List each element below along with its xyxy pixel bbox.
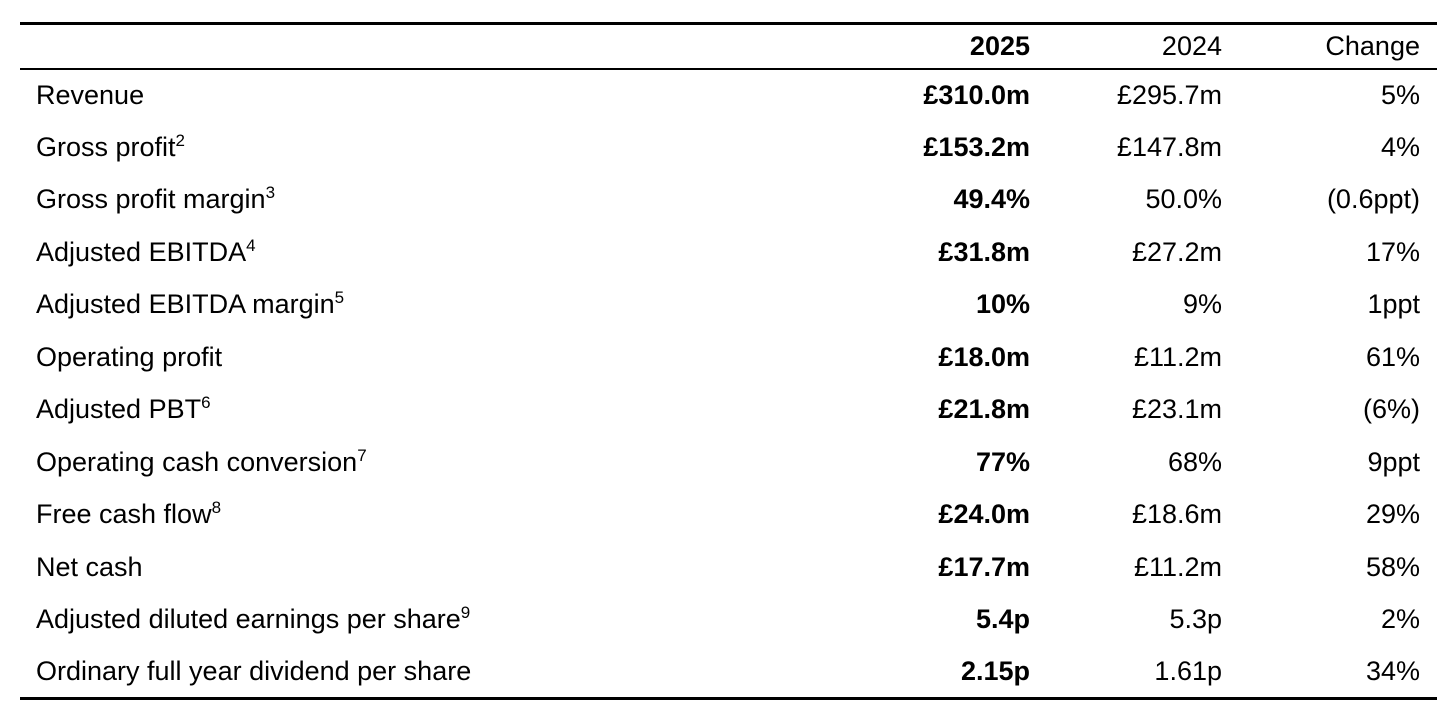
metric-label-cell: Free cash flow8 <box>20 489 840 542</box>
metric-label: Gross profit <box>36 131 176 162</box>
footnote-ref: 5 <box>334 288 345 308</box>
prior-year-value: £27.2m <box>1131 236 1222 267</box>
metric-label-cell: Adjusted EBITDA4 <box>20 226 840 279</box>
metric-label-cell: Adjusted EBITDA margin5 <box>20 279 840 332</box>
financial-results-table-container: 2025 2024 Change Revenue £310.0m £295.7m… <box>20 22 1437 700</box>
current-year-value: 10% <box>975 289 1030 320</box>
footnote-ref: 4 <box>246 235 256 255</box>
footnote-ref: 2 <box>175 130 186 150</box>
current-year-value: £17.7m <box>938 551 1030 582</box>
header-row: 2025 2024 Change <box>20 23 1437 70</box>
current-year-value: 77% <box>975 446 1030 477</box>
table-row: Operating cash conversion7 77% 68% 9ppt <box>20 436 1437 489</box>
table-row: Free cash flow8 £24.0m £18.6m 29% <box>20 489 1437 542</box>
table-row: Gross profit margin3 49.4% 50.0% (0.6ppt… <box>20 174 1437 227</box>
prior-year-value: 5.3p <box>1169 604 1222 635</box>
footnote-ref: 9 <box>460 603 471 623</box>
change-value: 58% <box>1365 551 1420 582</box>
table-row: Revenue £310.0m £295.7m 5% <box>20 69 1437 122</box>
footnote-ref: 6 <box>201 393 211 413</box>
prior-year-value: £295.7m <box>1116 79 1222 110</box>
metric-label-cell: Gross profit margin3 <box>20 174 840 227</box>
header-metric <box>20 23 840 70</box>
metric-label: Ordinary full year dividend per share <box>36 656 472 686</box>
header-year-current: 2025 <box>840 23 1030 70</box>
table-row: Adjusted diluted earnings per share9 5.4… <box>20 594 1437 647</box>
current-year-value: 2.15p <box>960 656 1030 686</box>
metric-label-cell: Operating profit <box>20 331 840 384</box>
metric-label: Revenue <box>36 79 145 110</box>
table-row: Ordinary full year dividend per share 2.… <box>20 646 1437 699</box>
metric-label-cell: Ordinary full year dividend per share <box>20 646 840 699</box>
current-year-value: £18.0m <box>938 341 1030 372</box>
current-year-value: 49.4% <box>953 184 1030 215</box>
change-value: 5% <box>1380 79 1420 110</box>
prior-year-value: £23.1m <box>1131 394 1222 425</box>
current-year-value: £21.8m <box>938 394 1030 425</box>
prior-year-value: 50.0% <box>1145 184 1222 215</box>
table-row: Operating profit £18.0m £11.2m 61% <box>20 331 1437 384</box>
metric-label-cell: Adjusted diluted earnings per share9 <box>20 594 840 647</box>
metric-label: Net cash <box>36 551 143 582</box>
metric-label: Free cash flow <box>36 499 212 530</box>
metric-label-cell: Operating cash conversion7 <box>20 436 840 489</box>
current-year-value: 5.4p <box>975 604 1030 635</box>
change-value: 34% <box>1365 656 1420 686</box>
table-row: Net cash £17.7m £11.2m 58% <box>20 541 1437 594</box>
change-value: 9ppt <box>1367 446 1420 477</box>
footnote-ref: 8 <box>211 498 222 518</box>
change-value: (0.6ppt) <box>1326 184 1420 215</box>
change-value: 4% <box>1380 131 1420 162</box>
metric-label: Adjusted EBITDA margin <box>36 289 335 320</box>
current-year-value: £31.8m <box>938 236 1030 267</box>
prior-year-value: £18.6m <box>1131 499 1222 530</box>
change-value: 17% <box>1365 236 1420 267</box>
prior-year-value: £147.8m <box>1116 131 1222 162</box>
financial-results-table: 2025 2024 Change Revenue £310.0m £295.7m… <box>20 22 1437 700</box>
change-value: 61% <box>1365 341 1420 372</box>
current-year-value: £24.0m <box>938 499 1030 530</box>
table-row: Adjusted PBT6 £21.8m £23.1m (6%) <box>20 384 1437 437</box>
metric-label: Operating profit <box>36 341 223 372</box>
metric-label: Operating cash conversion <box>36 446 358 477</box>
change-value: (6%) <box>1362 394 1420 425</box>
header-change: Change <box>1222 23 1437 70</box>
current-year-value: £310.0m <box>923 79 1030 110</box>
change-value: 29% <box>1365 499 1420 530</box>
prior-year-value: 1.61p <box>1154 656 1222 686</box>
table-row: Adjusted EBITDA margin5 10% 9% 1ppt <box>20 279 1437 332</box>
current-year-value: £153.2m <box>923 131 1030 162</box>
table-header: 2025 2024 Change <box>20 23 1437 70</box>
change-value: 1ppt <box>1367 289 1420 320</box>
metric-label-cell: Gross profit2 <box>20 121 840 174</box>
prior-year-value: £11.2m <box>1133 341 1222 372</box>
table-body: Revenue £310.0m £295.7m 5% Gross profit2… <box>20 69 1437 699</box>
change-value: 2% <box>1380 604 1420 635</box>
prior-year-value: £11.2m <box>1133 551 1222 582</box>
footnote-ref: 3 <box>265 183 276 203</box>
metric-label: Adjusted EBITDA <box>36 236 247 267</box>
metric-label-cell: Net cash <box>20 541 840 594</box>
metric-label-cell: Adjusted PBT6 <box>20 384 840 437</box>
footnote-ref: 7 <box>357 445 367 465</box>
metric-label-cell: Revenue <box>20 69 840 122</box>
metric-label: Adjusted PBT <box>36 394 202 425</box>
prior-year-value: 9% <box>1182 289 1222 320</box>
metric-label: Adjusted diluted earnings per share <box>36 604 461 635</box>
prior-year-value: 68% <box>1167 446 1222 477</box>
metric-label: Gross profit margin <box>36 184 266 215</box>
table-row: Adjusted EBITDA4 £31.8m £27.2m 17% <box>20 226 1437 279</box>
table-row: Gross profit2 £153.2m £147.8m 4% <box>20 121 1437 174</box>
header-year-prior: 2024 <box>1030 23 1222 70</box>
